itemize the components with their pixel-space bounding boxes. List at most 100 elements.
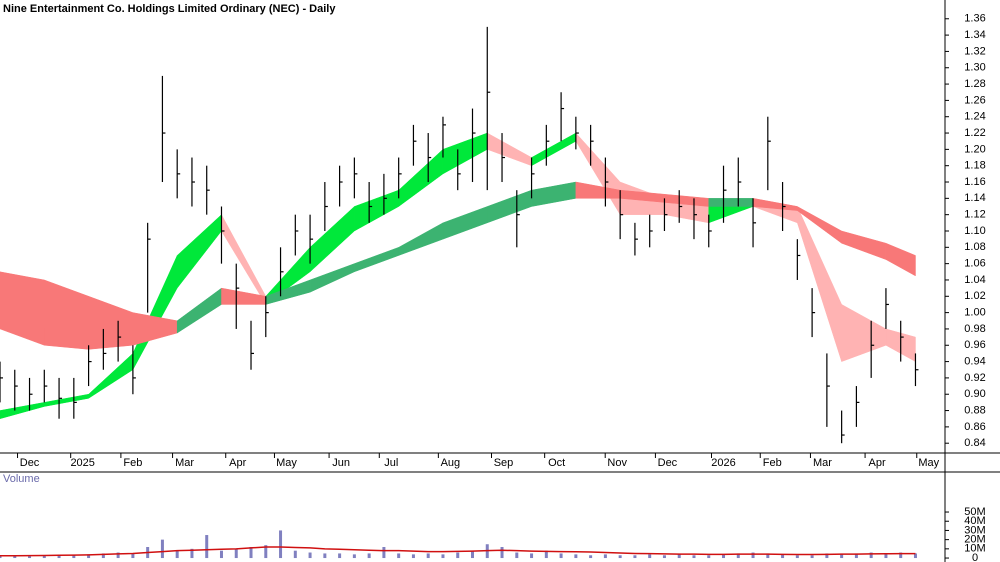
y-tick-label: 0.86 (964, 421, 985, 433)
y-tick-label: 0.96 (964, 339, 985, 351)
y-tick-label: 1.20 (964, 143, 985, 155)
band-segment (885, 242, 916, 277)
y-tick-label: 20M (964, 534, 985, 546)
volume-bar (589, 555, 593, 559)
volume-bar (884, 553, 888, 559)
volume-bar (323, 553, 327, 559)
volume-bar (190, 548, 194, 559)
volume-bar (28, 556, 32, 559)
y-tick-label: 0.94 (964, 355, 985, 367)
x-tick-label: Dec (658, 457, 678, 469)
y-tick-label: 1.08 (964, 241, 985, 253)
y-tick-label: 1.34 (964, 29, 985, 41)
volume-bar (559, 553, 563, 559)
volume-bar (308, 552, 312, 559)
volume-bar (293, 550, 297, 559)
y-tick-label: 1.06 (964, 258, 985, 270)
volume-average (0, 546, 916, 557)
volume-bar (692, 555, 696, 559)
x-tick-label: Nov (607, 457, 627, 469)
volume-bar (0, 556, 2, 559)
volume-bar (367, 553, 371, 559)
y-tick-label: 0.90 (964, 388, 985, 400)
x-tick-label: Jul (384, 457, 398, 469)
plot: 0.84 0.86 0.88 0.90 0.92 0.94 0.96 0.98 1.00 1.02… (0, 13, 986, 562)
volume-bar (101, 553, 105, 559)
x-tick-label: 2026 (711, 457, 735, 469)
y-tick-label: 0.84 (964, 437, 985, 449)
volume-bar (456, 552, 460, 559)
x-tick-label: Apr (229, 457, 246, 469)
volume-bar (160, 539, 164, 559)
volume-bar (500, 547, 504, 559)
volume-bar (899, 552, 903, 559)
y-tick-label: 1.14 (964, 192, 985, 204)
volume-bar (869, 552, 873, 559)
y-tick-label: 10M (964, 543, 985, 555)
y-tick-label: 1.24 (964, 111, 985, 123)
x-tick-label: Dec (20, 457, 40, 469)
volume-bar (249, 547, 253, 559)
y-tick-label: 1.04 (964, 274, 985, 286)
volume-bar (781, 554, 785, 559)
volume-bar (382, 547, 386, 559)
y-tick-label: 0.98 (964, 323, 985, 335)
volume-bar (751, 552, 755, 559)
volume-bar (72, 555, 76, 559)
y-tick-label: 1.10 (964, 225, 985, 237)
y-tick-label: 1.16 (964, 176, 985, 188)
x-tick-label: Oct (548, 457, 565, 469)
volume-bar (648, 554, 652, 559)
volume-bar (219, 550, 223, 559)
volume-bar (854, 553, 858, 559)
x-tick-label: May (918, 457, 939, 469)
volume-bar (352, 554, 356, 559)
volume-bar (825, 553, 829, 559)
volume-bar (574, 554, 578, 559)
volume-bar (175, 550, 179, 559)
x-tick-label: Apr (869, 457, 886, 469)
y-tick-label: 1.00 (964, 307, 985, 319)
y-tick-label: 0.92 (964, 372, 985, 384)
x-tick-label: Feb (123, 457, 142, 469)
x-tick-label: Sep (494, 457, 514, 469)
y-tick-label: 1.36 (964, 13, 985, 25)
volume-bar (603, 554, 607, 559)
y-tick-label: 0.88 (964, 404, 985, 416)
x-tick-label: May (276, 457, 297, 469)
volume-bar (264, 545, 268, 559)
y-tick-label: 1.02 (964, 290, 985, 302)
x-tick-label: Jun (332, 457, 350, 469)
volume-bar (633, 555, 637, 559)
chart-title: Nine Entertainment Co. Holdings Limited … (3, 3, 336, 15)
volume-bar (279, 530, 283, 559)
volume-bar (736, 553, 740, 559)
y-tick-label: 50M (964, 506, 985, 518)
volume-bar (515, 552, 519, 559)
volume-bar (397, 553, 401, 559)
volume-bar (810, 555, 814, 559)
y-tick-label: 0 (972, 552, 978, 562)
x-tick-label: Mar (175, 457, 194, 469)
band-segment (708, 198, 754, 207)
y-tick-label: 1.26 (964, 94, 985, 106)
volume-bar (840, 554, 844, 559)
volume-bar (426, 553, 430, 559)
volume-bar (677, 554, 681, 559)
x-tick-label: 2025 (70, 457, 94, 469)
x-tick-label: Feb (763, 457, 782, 469)
volume-bar (544, 550, 548, 559)
volume-bar (707, 555, 711, 559)
volume-bar (766, 553, 770, 559)
volume-bar (131, 553, 135, 559)
volume-bar (116, 552, 120, 559)
volume-bar (234, 548, 238, 559)
volume-bar (913, 553, 917, 559)
y-tick-label: 1.30 (964, 62, 985, 74)
y-tick-label: 1.18 (964, 160, 985, 172)
volume-bar (441, 554, 445, 559)
y-tick-label: 40M (964, 515, 985, 527)
volume-bar (662, 555, 666, 559)
